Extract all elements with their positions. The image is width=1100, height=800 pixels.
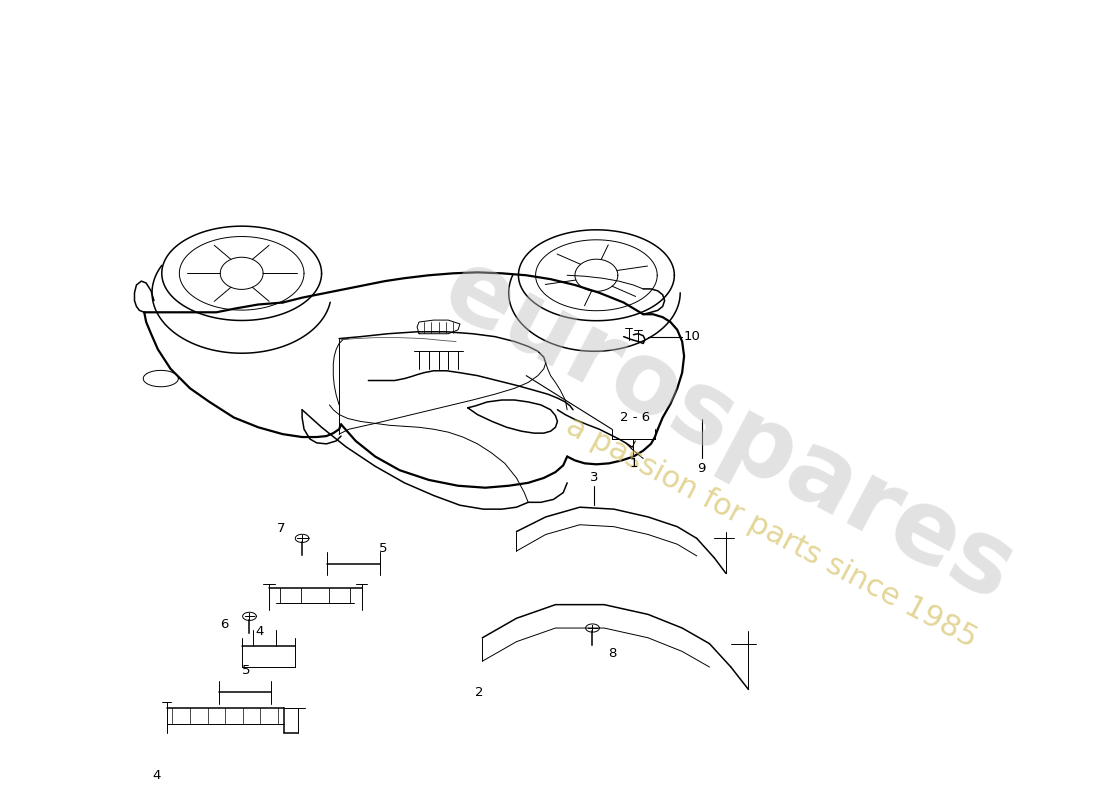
Text: 1: 1 <box>629 457 638 470</box>
Text: eurospares: eurospares <box>427 240 1031 622</box>
Text: 10: 10 <box>683 330 701 343</box>
Text: 5: 5 <box>242 665 251 678</box>
Text: 9: 9 <box>697 462 706 474</box>
Text: a passion for parts since 1985: a passion for parts since 1985 <box>561 411 982 654</box>
Text: 5: 5 <box>378 542 387 554</box>
Text: 2 - 6: 2 - 6 <box>620 411 650 424</box>
Text: 8: 8 <box>608 647 616 660</box>
Text: 4: 4 <box>153 769 161 782</box>
Text: 3: 3 <box>591 471 598 485</box>
Text: 4: 4 <box>255 626 263 638</box>
Text: 2: 2 <box>475 686 484 699</box>
Text: 7: 7 <box>276 522 285 535</box>
Text: 6: 6 <box>220 618 229 630</box>
